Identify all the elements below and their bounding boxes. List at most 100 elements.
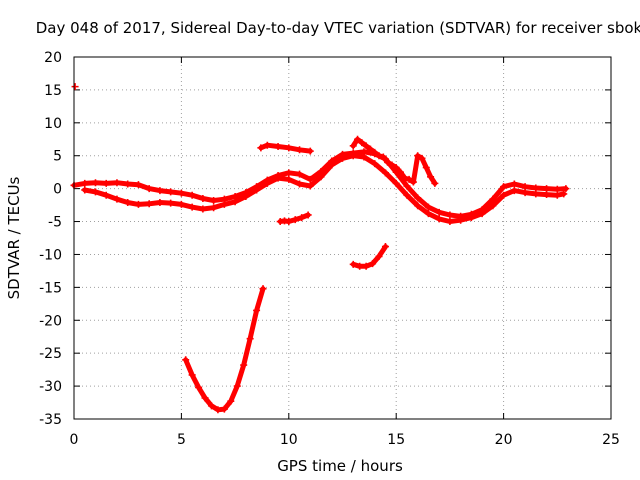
data-point xyxy=(91,188,99,196)
data-point xyxy=(231,198,239,206)
data-point xyxy=(435,215,443,223)
y-tick-labels: 20 15 10 5 0 -5 -10 -15 -20 -25 -30 -35 xyxy=(39,50,62,428)
data-point xyxy=(177,200,185,208)
data-point xyxy=(317,173,325,181)
series-segment-mid xyxy=(276,211,312,226)
data-point xyxy=(257,144,265,152)
data-point xyxy=(188,191,196,199)
data-point xyxy=(349,142,357,150)
data-point xyxy=(156,198,164,206)
data-point xyxy=(356,262,364,270)
y-tick-label: -25 xyxy=(39,346,62,362)
data-point xyxy=(102,179,110,187)
data-point xyxy=(167,199,175,207)
data-point xyxy=(188,203,196,211)
data-series xyxy=(70,83,570,414)
data-point xyxy=(366,145,374,153)
y-axis-label: SDTVAR / TECUs xyxy=(5,176,23,299)
y-tick-label: 10 xyxy=(44,116,62,132)
data-point xyxy=(134,200,142,208)
data-point xyxy=(124,198,132,206)
data-point xyxy=(521,183,529,191)
data-point xyxy=(188,371,196,379)
data-point xyxy=(210,204,218,212)
data-point xyxy=(467,214,475,222)
data-point xyxy=(392,179,400,187)
data-point xyxy=(124,180,132,188)
y-tick-label: -15 xyxy=(39,280,62,296)
data-point xyxy=(349,152,357,160)
data-point xyxy=(285,218,293,226)
data-point xyxy=(354,135,362,143)
data-point xyxy=(259,285,267,293)
data-point xyxy=(285,175,293,183)
x-tick-label: 10 xyxy=(280,432,298,448)
data-point xyxy=(401,174,409,182)
data-point xyxy=(510,180,518,188)
data-point xyxy=(81,179,89,187)
data-point xyxy=(214,406,222,414)
plot-frame xyxy=(73,56,612,420)
data-point xyxy=(560,190,568,198)
data-point xyxy=(304,211,312,219)
data-point xyxy=(422,164,430,172)
data-point xyxy=(285,169,293,177)
data-point xyxy=(553,191,561,199)
data-point xyxy=(510,187,518,195)
data-point xyxy=(240,361,248,369)
data-point xyxy=(113,179,121,187)
data-point xyxy=(371,148,379,156)
data-point xyxy=(306,182,314,190)
data-point xyxy=(478,210,486,218)
data-point xyxy=(220,405,228,413)
data-point xyxy=(435,208,443,216)
x-tick-label: 5 xyxy=(177,432,186,448)
data-point xyxy=(500,191,508,199)
data-point xyxy=(371,160,379,168)
data-point xyxy=(263,141,271,149)
data-point xyxy=(145,185,153,193)
data-point xyxy=(285,144,293,152)
data-point xyxy=(199,195,207,203)
data-point xyxy=(291,216,299,224)
data-point xyxy=(489,202,497,210)
data-point xyxy=(349,260,357,268)
data-point xyxy=(210,196,218,204)
series-segment-upper xyxy=(257,141,314,155)
series-isolated-point xyxy=(71,83,79,91)
data-point xyxy=(253,186,261,194)
x-tick-label: 20 xyxy=(495,432,513,448)
grid xyxy=(74,57,611,419)
y-tick-label: -5 xyxy=(48,215,62,231)
data-point xyxy=(362,142,370,150)
data-point xyxy=(388,161,396,169)
data-point xyxy=(532,190,540,198)
data-point xyxy=(489,195,497,203)
data-point xyxy=(414,194,422,202)
data-point xyxy=(521,189,529,197)
data-point xyxy=(274,143,282,151)
data-point xyxy=(427,173,435,181)
data-point xyxy=(543,191,551,199)
data-point xyxy=(328,161,336,169)
data-point xyxy=(220,200,228,208)
data-point xyxy=(81,186,89,194)
data-point xyxy=(195,383,203,391)
data-point xyxy=(369,260,377,268)
data-point xyxy=(381,243,389,251)
data-point xyxy=(543,185,551,193)
data-point xyxy=(182,356,190,364)
y-tick-label: -35 xyxy=(39,412,62,428)
y-tick-label: -30 xyxy=(39,379,62,395)
data-point xyxy=(375,152,383,160)
y-tick-label: 0 xyxy=(53,182,62,198)
data-point xyxy=(446,218,454,226)
data-point xyxy=(113,195,121,203)
data-point xyxy=(553,185,561,193)
data-point xyxy=(405,175,413,183)
data-point xyxy=(414,202,422,210)
data-point xyxy=(418,154,426,162)
series-deep-dip xyxy=(182,285,267,414)
data-point xyxy=(199,205,207,213)
